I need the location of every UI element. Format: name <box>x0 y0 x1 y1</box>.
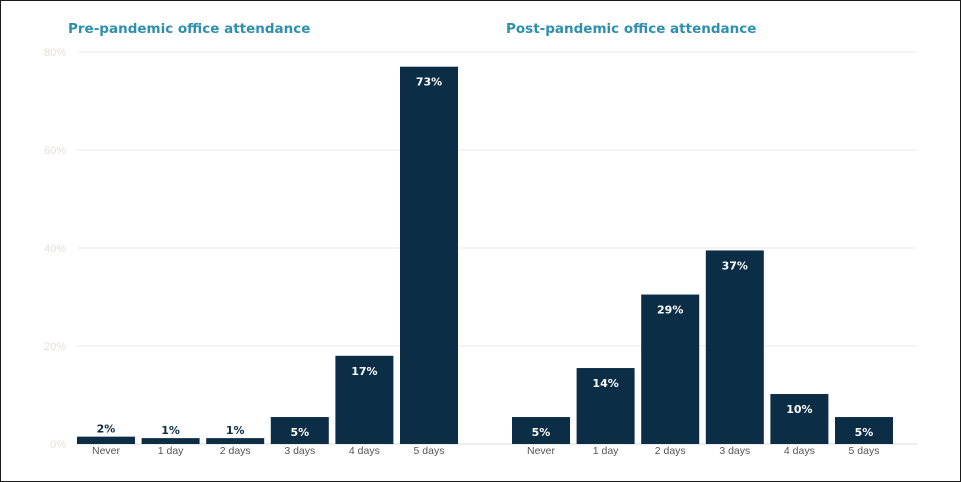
bar-pre-never <box>77 436 135 444</box>
bar-post-4-days <box>770 394 829 444</box>
x-tick-label-post-never: Never <box>527 445 556 457</box>
data-label-pre-never: 2% <box>97 423 116 436</box>
bar-pre-3-days <box>270 417 329 444</box>
bar-pre-5-days <box>400 66 458 444</box>
x-tick-label-pre-2-days: 2 days <box>220 445 251 457</box>
x-tick-label-post-1-day: 1 day <box>593 445 619 457</box>
x-tick-label-pre-1-day: 1 day <box>158 445 184 457</box>
bar-post-never <box>512 417 570 444</box>
data-label-post-never: 5% <box>532 426 551 439</box>
data-label-pre-1-day: 1% <box>161 424 180 437</box>
y-tick-label-40: 40% <box>44 243 66 255</box>
y-tick-label-20: 20% <box>44 341 66 353</box>
x-tick-label-pre-5-days: 5 days <box>414 445 445 457</box>
x-tick-label-post-3-days: 3 days <box>719 445 750 457</box>
data-label-post-2-days: 29% <box>657 304 683 317</box>
x-tick-label-post-4-days: 4 days <box>784 445 815 457</box>
data-label-pre-3-days: 5% <box>290 426 309 439</box>
bar-post-5-days <box>835 417 893 444</box>
data-label-pre-4-days: 17% <box>351 365 377 378</box>
data-label-post-3-days: 37% <box>722 259 748 272</box>
x-tick-label-pre-3-days: 3 days <box>284 445 315 457</box>
x-tick-label-pre-never: Never <box>92 445 121 457</box>
bar-pre-2-days <box>206 438 265 444</box>
bar-pre-4-days <box>335 355 394 444</box>
bar-post-1-day <box>576 368 635 444</box>
y-tick-label-0: 0% <box>50 439 66 451</box>
bar-post-3-days <box>705 250 764 444</box>
data-label-post-5-days: 5% <box>855 426 874 439</box>
chart-title-post-pandemic: Post-pandemic office attendance <box>506 21 757 37</box>
data-label-post-1-day: 14% <box>592 377 618 390</box>
bar-post-2-days <box>641 294 700 444</box>
data-label-pre-2-days: 1% <box>226 424 245 437</box>
chart-title-pre-pandemic: Pre-pandemic office attendance <box>68 21 311 37</box>
y-tick-label-60: 60% <box>44 145 66 157</box>
data-label-post-4-days: 10% <box>786 403 812 416</box>
data-label-pre-5-days: 73% <box>416 76 442 89</box>
x-tick-label-pre-4-days: 4 days <box>349 445 380 457</box>
x-tick-label-post-5-days: 5 days <box>849 445 880 457</box>
x-tick-label-post-2-days: 2 days <box>655 445 686 457</box>
y-tick-label-80: 80% <box>44 47 66 59</box>
bar-pre-1-day <box>141 438 200 444</box>
